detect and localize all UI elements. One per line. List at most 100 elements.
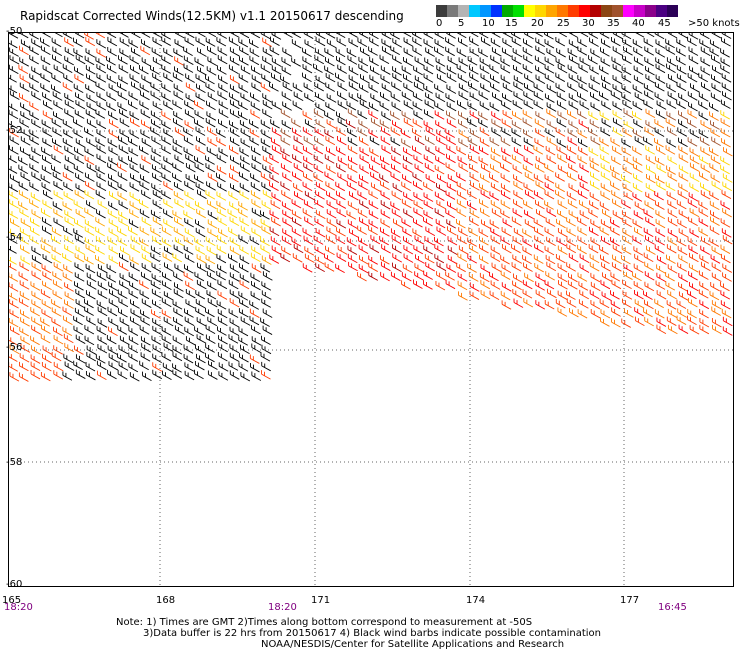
wind-barb [698,171,709,182]
wind-barb [468,81,478,91]
wind-barb [269,153,280,164]
wind-barb [161,92,172,102]
wind-barb [413,199,424,210]
wind-barb [556,236,567,247]
wind-barb [107,47,117,57]
wind-barb [688,54,699,65]
wind-barb [18,181,29,191]
wind-barb [118,261,129,272]
wind-barb [381,46,392,56]
wind-barb [646,245,656,255]
wind-barb [423,270,433,280]
wind-barb [161,352,172,362]
wind-barb [413,81,424,92]
wind-barb [644,56,655,67]
wind-barb [368,209,379,220]
wind-barb [18,64,29,75]
wind-barb [302,263,313,273]
wind-barb [119,280,129,290]
wind-barb [75,299,86,309]
wind-barb [73,315,83,326]
wind-barb [590,102,601,112]
wind-barb [644,200,655,210]
wind-barb [95,137,106,147]
wind-barb [119,253,129,263]
wind-barb [423,84,433,94]
wind-barb [337,172,348,182]
wind-barb [262,47,273,57]
wind-barb [522,246,533,256]
wind-barb [480,189,491,199]
wind-barb [107,36,118,47]
wind-barb [700,182,710,192]
wind-barb [468,272,479,282]
wind-barb [490,227,500,237]
wind-barb [468,154,478,164]
wind-barb [358,264,369,274]
wind-barb [293,162,304,173]
legend-tick: 25 [557,18,570,29]
wind-barb [96,209,106,219]
wind-barb [161,120,172,130]
wind-barb [314,245,325,255]
wind-barb [358,244,369,254]
wind-barb [644,90,654,100]
wind-barb [161,110,172,121]
wind-barb [119,108,129,119]
wind-barb [370,234,381,245]
wind-barb [709,190,720,201]
wind-barb [303,172,313,182]
wind-barb [280,252,291,263]
wind-barb [229,201,239,211]
wind-barb [217,290,228,300]
wind-barb [567,280,578,290]
wind-barb [64,361,75,371]
wind-barb [108,281,118,292]
wind-barb [711,180,722,191]
wind-barb [41,146,51,157]
wind-barb [53,361,64,372]
wind-barb [491,118,502,129]
wind-barb [40,55,51,66]
wind-barb [304,190,315,201]
wind-barb [196,353,206,364]
wind-barb [30,281,41,291]
wind-barb [139,163,150,174]
wind-barb [590,180,600,190]
wind-barb [678,254,689,264]
wind-barb [43,100,53,110]
wind-barb [141,298,152,308]
wind-barb [185,299,196,309]
wind-barb [632,110,642,121]
wind-barb [9,372,20,382]
wind-barb [601,75,611,85]
wind-barb [524,145,534,155]
wind-barb [86,73,96,83]
wind-barb [31,171,42,182]
wind-barb [524,189,535,200]
wind-barb [489,163,500,174]
wind-barb [480,207,490,218]
wind-barb [380,135,391,146]
wind-barb [370,65,380,76]
wind-barb [108,361,119,371]
wind-barb [720,290,731,300]
wind-barb [9,128,19,138]
wind-barb [152,216,163,227]
wind-barb [368,189,379,200]
wind-barb [556,48,566,58]
wind-barb [654,82,665,92]
wind-barb [218,342,228,353]
wind-barb [535,281,545,291]
wind-barb [249,308,260,318]
wind-barb [632,156,643,166]
wind-barb [85,290,96,300]
wind-barb [555,189,565,200]
wind-barb [368,83,379,93]
wind-barb [282,217,293,228]
wind-barb [346,181,357,191]
wind-barb [326,164,336,174]
wind-barb [304,216,314,226]
wind-barb [52,46,63,57]
wind-barb [523,91,534,101]
